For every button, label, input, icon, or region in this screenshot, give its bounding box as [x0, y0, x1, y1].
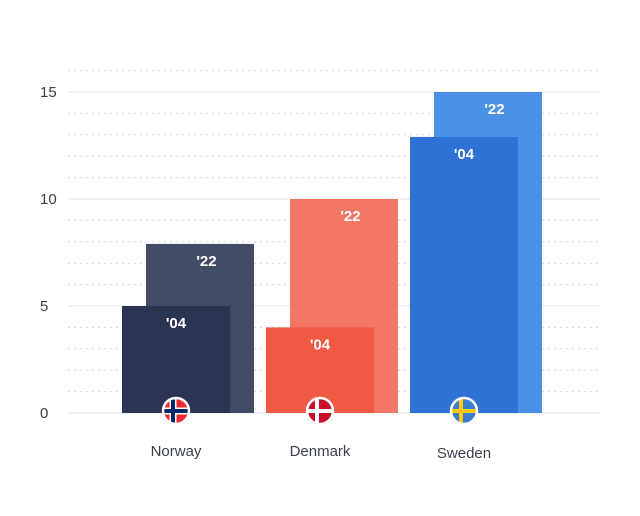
category-label-norway: Norway [151, 443, 202, 460]
y-tick-label: 15 [40, 84, 57, 101]
bar-label-04: '04 [166, 315, 187, 332]
bar-label-22: '22 [484, 101, 504, 118]
y-tick-label: 5 [40, 298, 48, 315]
bar-label-22: '22 [340, 208, 360, 225]
category-label-sweden: Sweden [437, 445, 491, 462]
denmark-flag-icon [305, 396, 335, 426]
sweden-flag-icon [449, 396, 479, 426]
norway-flag-icon [161, 396, 191, 426]
category-label-denmark: Denmark [290, 443, 351, 460]
y-tick-label: 10 [40, 191, 57, 208]
bar-04-sweden [410, 136, 518, 413]
flags [161, 396, 479, 426]
bar-04-norway [122, 306, 230, 413]
bar-label-04: '04 [454, 146, 475, 163]
bars: '22 '04 '22 '04 '22 '04 [122, 92, 542, 413]
bar-label-22: '22 [196, 253, 216, 270]
y-axis-ticks: 0 5 10 15 [40, 84, 57, 422]
y-tick-label: 0 [40, 405, 48, 422]
bar-label-04: '04 [310, 336, 331, 353]
category-labels: Norway Denmark Sweden [151, 443, 492, 462]
